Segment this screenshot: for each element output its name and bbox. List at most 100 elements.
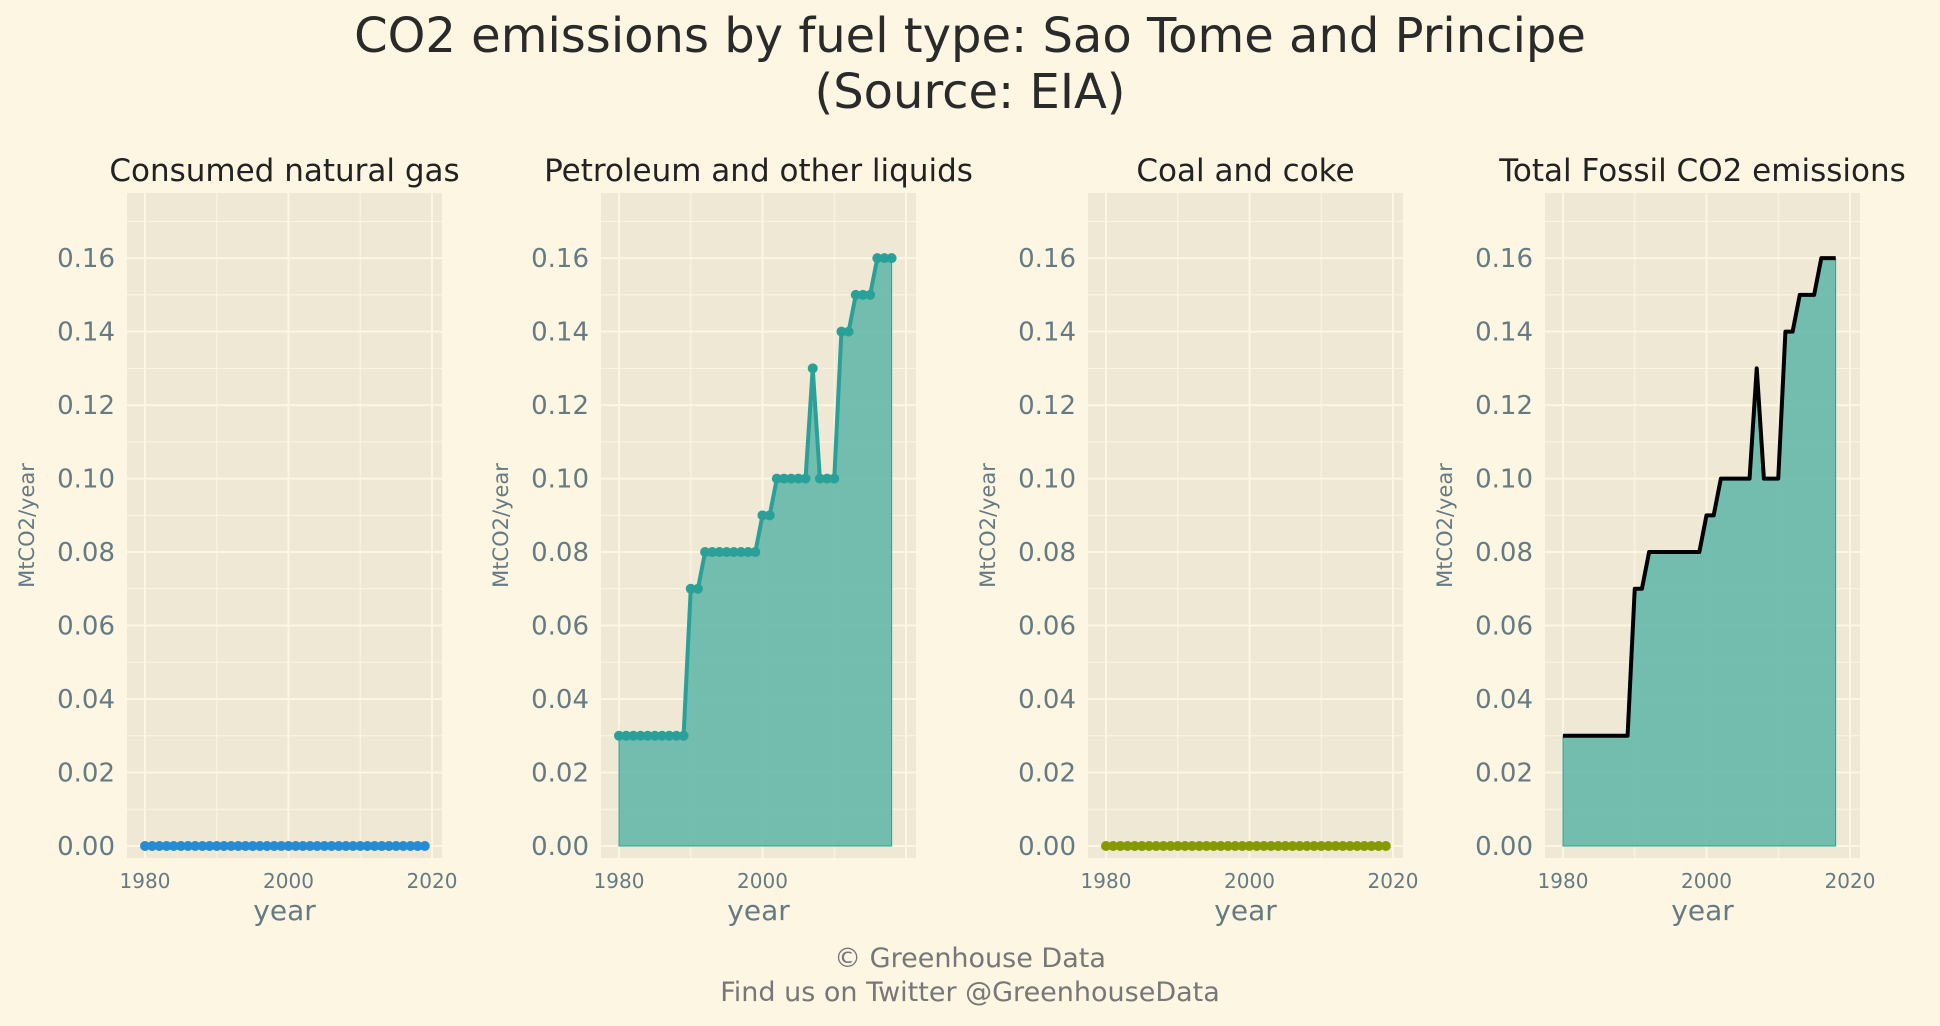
data-point bbox=[850, 289, 861, 300]
data-point bbox=[1330, 841, 1341, 851]
data-point bbox=[1266, 841, 1277, 851]
data-point bbox=[836, 326, 847, 337]
data-point bbox=[326, 841, 337, 851]
data-point bbox=[297, 841, 308, 851]
x-axis-title: year bbox=[1671, 894, 1734, 927]
data-point bbox=[419, 841, 430, 851]
data-point bbox=[678, 730, 689, 741]
data-point bbox=[233, 841, 244, 851]
y-tick-label: 0.12 bbox=[531, 391, 589, 421]
data-point bbox=[657, 730, 668, 741]
data-point bbox=[800, 473, 811, 484]
data-point bbox=[1165, 841, 1176, 851]
y-tick-label: 0.08 bbox=[531, 538, 589, 568]
data-point bbox=[161, 841, 172, 851]
data-point bbox=[348, 841, 359, 851]
data-point bbox=[183, 841, 194, 851]
data-point bbox=[1179, 841, 1190, 851]
y-axis-title: MtCO2/year bbox=[15, 463, 39, 588]
data-point bbox=[1108, 841, 1119, 851]
y-tick-label: 0.10 bbox=[531, 465, 589, 495]
data-point bbox=[814, 473, 825, 484]
y-axis-title: MtCO2/year bbox=[976, 463, 1000, 588]
data-point bbox=[211, 841, 222, 851]
y-tick-label: 0.00 bbox=[1475, 832, 1533, 862]
y-tick-label: 0.16 bbox=[531, 244, 589, 274]
data-point bbox=[1337, 841, 1348, 851]
x-tick-label: 2020 bbox=[407, 869, 458, 893]
y-tick-label: 0.00 bbox=[1018, 832, 1076, 862]
data-point bbox=[168, 841, 179, 851]
data-point bbox=[383, 841, 394, 851]
data-point bbox=[240, 841, 251, 851]
data-point bbox=[735, 547, 746, 558]
data-point bbox=[247, 841, 258, 851]
data-point bbox=[305, 841, 316, 851]
x-tick-label: 2020 bbox=[1368, 869, 1419, 893]
data-point bbox=[1359, 841, 1370, 851]
data-point bbox=[204, 841, 215, 851]
y-tick-label: 0.10 bbox=[57, 465, 115, 495]
data-point bbox=[1136, 841, 1147, 851]
y-tick-label: 0.06 bbox=[57, 612, 115, 642]
x-tick-label: 1980 bbox=[1538, 869, 1589, 893]
y-axis-title: MtCO2/year bbox=[489, 463, 513, 588]
data-point bbox=[714, 547, 725, 558]
y-tick-label: 0.08 bbox=[1018, 538, 1076, 568]
data-point bbox=[190, 841, 201, 851]
y-tick-label: 0.16 bbox=[57, 244, 115, 274]
data-point bbox=[750, 547, 761, 558]
data-point bbox=[333, 841, 344, 851]
y-tick-label: 0.10 bbox=[1018, 465, 1076, 495]
data-point bbox=[685, 583, 696, 594]
y-tick-label: 0.08 bbox=[57, 538, 115, 568]
data-point bbox=[1237, 841, 1248, 851]
x-axis-title: year bbox=[253, 894, 316, 927]
data-point bbox=[312, 841, 323, 851]
data-point bbox=[398, 841, 409, 851]
data-point bbox=[1323, 841, 1334, 851]
y-tick-label: 0.04 bbox=[1475, 685, 1533, 715]
y-tick-label: 0.06 bbox=[1475, 612, 1533, 642]
data-point bbox=[1301, 841, 1312, 851]
y-tick-label: 0.00 bbox=[57, 832, 115, 862]
facet-title: Coal and coke bbox=[1136, 153, 1354, 189]
data-point bbox=[319, 841, 330, 851]
data-point bbox=[843, 326, 854, 337]
data-point bbox=[779, 473, 790, 484]
y-tick-label: 0.08 bbox=[1475, 538, 1533, 568]
data-point bbox=[757, 510, 768, 521]
data-point bbox=[1187, 841, 1198, 851]
y-axis-title: MtCO2/year bbox=[1433, 463, 1457, 588]
y-tick-label: 0.12 bbox=[57, 391, 115, 421]
data-point bbox=[140, 841, 150, 851]
data-point bbox=[1129, 841, 1140, 851]
data-point bbox=[1380, 841, 1391, 851]
data-point bbox=[728, 547, 739, 558]
data-point bbox=[1316, 841, 1327, 851]
data-point bbox=[369, 841, 380, 851]
caption: © Greenhouse Data Find us on Twitter @Gr… bbox=[0, 942, 1940, 1010]
data-point bbox=[226, 841, 237, 851]
data-point bbox=[218, 841, 229, 851]
facet-title: Petroleum and other liquids bbox=[544, 153, 973, 189]
data-point bbox=[1366, 841, 1377, 851]
data-point bbox=[1251, 841, 1262, 851]
panel-background bbox=[1088, 193, 1403, 858]
data-point bbox=[175, 841, 186, 851]
data-point bbox=[865, 289, 876, 300]
data-point bbox=[1258, 841, 1269, 851]
data-point bbox=[807, 363, 818, 374]
facet-title: Consumed natural gas bbox=[109, 153, 459, 189]
data-point bbox=[649, 730, 660, 741]
x-tick-label: 2000 bbox=[1224, 869, 1275, 893]
y-tick-label: 0.14 bbox=[1018, 318, 1076, 348]
data-point bbox=[362, 841, 373, 851]
y-tick-label: 0.12 bbox=[1018, 391, 1076, 421]
data-point bbox=[872, 253, 883, 264]
data-point bbox=[1151, 841, 1162, 851]
data-point bbox=[1280, 841, 1291, 851]
data-point bbox=[1115, 841, 1126, 851]
y-tick-label: 0.16 bbox=[1018, 244, 1076, 274]
data-point bbox=[1294, 841, 1305, 851]
